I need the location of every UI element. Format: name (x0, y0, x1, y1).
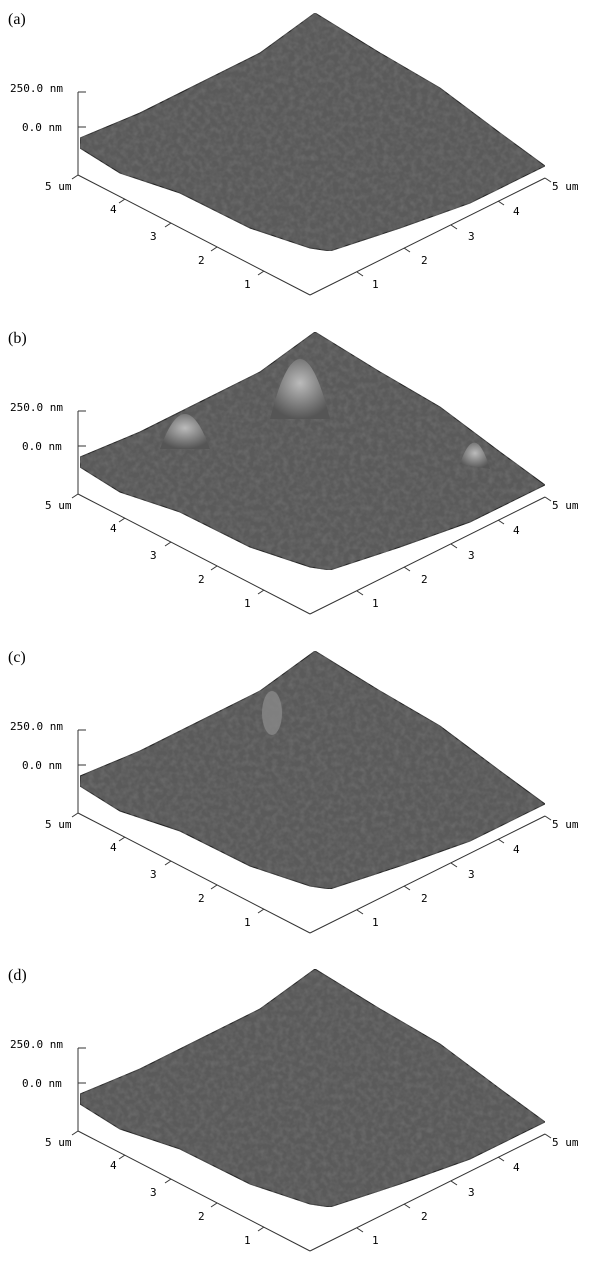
y-tick (451, 863, 457, 867)
z-label: 0.0 nm (22, 759, 62, 772)
x-tick-label: 4 (110, 522, 117, 535)
x-tick-label: 2 (198, 892, 205, 905)
x-tick-label: 1 (244, 278, 251, 291)
y-tick-label: 4 (513, 205, 520, 218)
surface (80, 969, 545, 1207)
x-tick-label: 4 (110, 1159, 117, 1172)
x-tick (165, 542, 171, 546)
y-tick (404, 248, 410, 252)
panel-label: (a) (8, 11, 26, 28)
x-tick-label: 1 (244, 1234, 251, 1247)
x-tick (258, 909, 264, 913)
x-tick-label: 5 um (45, 499, 72, 512)
x-tick-label: 3 (150, 230, 157, 243)
x-tick (258, 271, 264, 275)
x-tick (211, 566, 217, 570)
y-tick-label: 4 (513, 843, 520, 856)
y-tick-label: 1 (372, 1234, 379, 1247)
x-tick-label: 5 um (45, 1136, 72, 1149)
panel-label: (b) (8, 330, 27, 347)
y-tick-label: 3 (468, 230, 475, 243)
y-tick-label: 4 (513, 524, 520, 537)
y-tick (451, 225, 457, 229)
y-tick (357, 591, 363, 595)
x-tick-label: 4 (110, 841, 117, 854)
x-tick (72, 494, 78, 498)
y-tick (357, 272, 363, 276)
y-tick-label: 2 (421, 254, 428, 267)
y-tick (357, 1228, 363, 1232)
x-tick-label: 1 (244, 916, 251, 929)
y-tick-label: 5 um (552, 499, 579, 512)
z-label: 250.0 nm (10, 82, 63, 95)
y-tick (498, 839, 504, 843)
y-tick-label: 3 (468, 549, 475, 562)
y-tick (498, 201, 504, 205)
y-tick (404, 567, 410, 571)
y-tick (404, 1204, 410, 1208)
x-tick (165, 1179, 171, 1183)
y-tick-label: 2 (421, 573, 428, 586)
y-tick (498, 520, 504, 524)
y-tick-label: 3 (468, 1186, 475, 1199)
x-tick (258, 590, 264, 594)
z-label: 250.0 nm (10, 720, 63, 733)
z-label: 250.0 nm (10, 1038, 63, 1051)
x-tick (211, 885, 217, 889)
x-tick (165, 861, 171, 865)
z-label: 0.0 nm (22, 440, 62, 453)
x-tick-label: 5 um (45, 180, 72, 193)
z-label: 0.0 nm (22, 1077, 62, 1090)
x-tick-label: 3 (150, 1186, 157, 1199)
x-tick (72, 813, 78, 817)
x-tick-label: 2 (198, 1210, 205, 1223)
y-tick (404, 886, 410, 890)
y-tick (545, 178, 551, 182)
x-tick-label: 1 (244, 597, 251, 610)
y-tick (451, 544, 457, 548)
y-tick (451, 1181, 457, 1185)
z-label: 0.0 nm (22, 121, 62, 134)
x-tick (119, 199, 125, 203)
surface (80, 651, 545, 889)
x-tick (119, 1155, 125, 1159)
x-tick (258, 1227, 264, 1231)
x-tick (165, 223, 171, 227)
x-tick (119, 518, 125, 522)
x-tick (211, 1203, 217, 1207)
y-tick-label: 5 um (552, 818, 579, 831)
y-tick-label: 3 (468, 868, 475, 881)
y-tick-label: 1 (372, 278, 379, 291)
x-tick (211, 247, 217, 251)
x-tick-label: 3 (150, 549, 157, 562)
z-label: 250.0 nm (10, 401, 63, 414)
x-tick-label: 2 (198, 573, 205, 586)
y-tick-label: 2 (421, 1210, 428, 1223)
y-tick-label: 2 (421, 892, 428, 905)
panel-label: (d) (8, 967, 27, 984)
y-tick (545, 1134, 551, 1138)
y-tick-label: 4 (513, 1161, 520, 1174)
x-tick (119, 837, 125, 841)
bump (262, 691, 282, 735)
y-tick (545, 816, 551, 820)
panel-label: (c) (8, 649, 26, 666)
x-tick (72, 1131, 78, 1135)
y-tick-label: 1 (372, 597, 379, 610)
surface (80, 13, 545, 251)
y-tick (498, 1157, 504, 1161)
x-tick-label: 2 (198, 254, 205, 267)
x-tick (72, 175, 78, 179)
x-tick-label: 4 (110, 203, 117, 216)
x-tick-label: 5 um (45, 818, 72, 831)
y-tick-label: 1 (372, 916, 379, 929)
y-tick (545, 497, 551, 501)
y-tick-label: 5 um (552, 180, 579, 193)
figure: (a) 250.0 nm 0.0 nm 5 um 4 3 2 1 1 2 3 4 5 um (b) 250.… (0, 0, 589, 1275)
y-tick (357, 910, 363, 914)
x-tick-label: 3 (150, 868, 157, 881)
y-tick-label: 5 um (552, 1136, 579, 1149)
